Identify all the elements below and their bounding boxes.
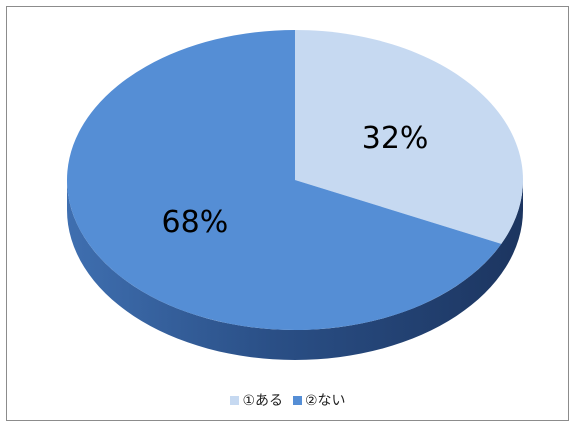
slice-nai <box>67 30 502 330</box>
legend-swatch-aru <box>230 395 240 405</box>
pie-sides <box>67 180 523 360</box>
pie-side-wall <box>67 180 523 360</box>
pie-labels: 32% 68% <box>162 121 429 240</box>
slice-nai-label: 68% <box>162 205 229 240</box>
legend: ①ある ②ない <box>0 390 576 410</box>
legend-item-aru: ①ある <box>230 390 283 410</box>
slice-aru-label: 32% <box>362 121 429 156</box>
legend-label-aru: ①ある <box>242 393 283 409</box>
pie-top <box>67 30 524 330</box>
legend-swatch-nai <box>293 395 302 405</box>
legend-label-nai: ②ない <box>305 393 346 409</box>
legend-item-nai: ②ない <box>293 390 346 410</box>
slice-aru <box>295 30 524 244</box>
